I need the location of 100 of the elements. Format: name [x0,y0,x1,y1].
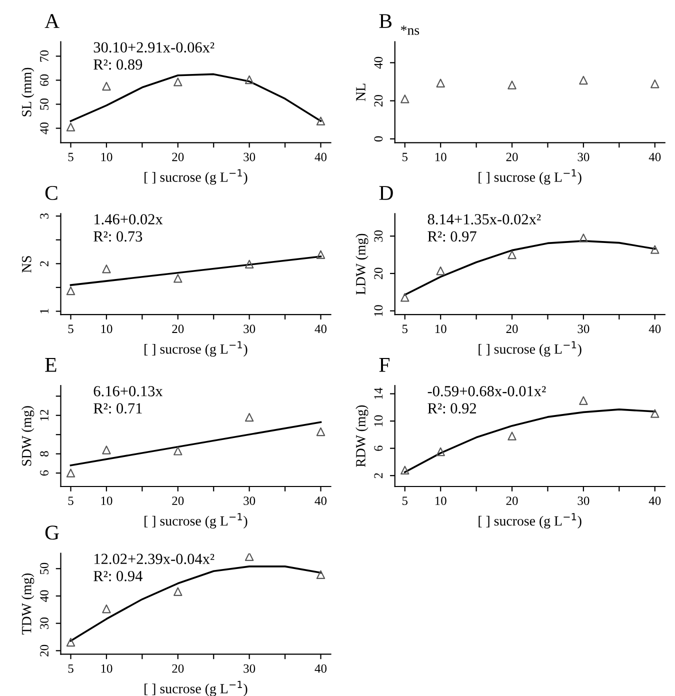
y-tick-label: 10 [374,415,383,426]
y-axis-title: NL [356,84,366,102]
y-tick-label: 12 [40,410,48,421]
point [66,638,76,647]
y-tick-label: 2 [40,261,48,266]
y-tick-label: 6 [40,470,48,476]
y-tick-label: 20 [374,95,383,106]
point [102,604,111,614]
point [244,412,254,422]
y-tick-label: 3 [40,213,48,219]
x-axis-title: [ ] sucrose (g L$^{−1}$) [478,513,582,529]
y-tick-label: 50 [40,562,48,574]
point [316,116,326,126]
x-tick-label: 10 [435,152,446,162]
x-tick-label: 20 [506,496,518,506]
y-tick-label: 30 [40,618,48,629]
annotation: R²: 0.97 [428,231,476,242]
y-tick-label: 20 [40,644,48,656]
x-tick-label: 5 [68,152,74,162]
point [174,446,182,456]
point [244,260,254,268]
point [66,286,76,296]
annotation: -0.59+0.68x-0.01x² [428,386,546,396]
point [102,446,111,454]
chart-title: G [45,526,59,540]
point [508,432,516,440]
annotation: R²: 0.92 [428,403,476,414]
chart-title: A [44,14,60,28]
point [650,409,660,418]
point [400,466,410,474]
annotation: R²: 0.94 [94,570,142,582]
y-axis-title: SDW (mg) [22,406,34,466]
x-tick-label: 20 [172,152,184,162]
y-tick-label: 8 [40,451,48,456]
x-axis-title: [ ] sucrose (g L$^{−1}$) [478,169,582,185]
x-tick-label: 10 [101,324,112,334]
x-tick-label: 30 [244,496,256,506]
x-tick-label: 30 [244,324,256,334]
x-tick-label: 30 [578,324,590,334]
x-tick-label: 30 [244,664,256,673]
y-tick-label: 40 [40,122,48,134]
y-tick-label: 40 [40,590,48,602]
y-tick-label: 40 [374,56,383,69]
x-tick-label: 5 [402,324,408,334]
annotation: R²: 0.89 [94,59,142,70]
x-tick-label: 5 [402,496,408,506]
annotation: 12.02+2.39x-0.04x² [94,554,214,564]
x-tick-label: 30 [578,496,590,506]
y-tick-label: 2 [374,473,382,478]
y-tick-label: 10 [374,305,383,316]
x-axis-title: [ ] sucrose (g L$^{−1}$) [144,169,248,185]
chart-title: B [379,14,392,28]
chart-title: D [379,186,393,200]
x-tick-label: 20 [506,152,518,162]
x-tick-label: 5 [68,324,74,334]
x-tick-label: 30 [244,152,256,162]
point [174,78,182,86]
point [579,234,588,242]
x-axis-title: [ ] sucrose (g L$^{−1}$) [144,680,248,696]
point [244,553,254,561]
annotation: R²: 0.73 [94,231,142,242]
y-tick-label: 6 [374,446,383,451]
y-axis-title: NS [22,256,32,273]
point [436,447,445,456]
x-tick-label: 30 [578,152,590,162]
x-tick-label: 40 [648,324,661,334]
y-tick-label: 0 [374,136,383,142]
x-tick-label: 5 [68,664,74,673]
point [400,94,410,104]
y-tick-label: 14 [374,388,382,399]
point [650,245,660,254]
x-tick-label: 40 [314,152,327,162]
y-tick-label: 1 [40,308,48,314]
y-tick-label: 60 [40,74,48,86]
point [102,264,111,274]
point [650,79,660,88]
annotation: 30.10+2.91x-0.06x² [94,42,214,53]
point [102,82,111,91]
point [579,76,588,85]
x-tick-label: 10 [101,664,112,673]
x-tick-label: 10 [101,152,112,162]
y-tick-label: 20 [374,268,383,280]
x-tick-label: 10 [435,324,446,334]
y-tick-label: 50 [40,98,48,110]
x-tick-label: 40 [648,152,661,162]
y-axis-title: TDW (mg) [22,573,34,634]
point [400,293,410,302]
point [174,274,182,283]
point [508,80,516,90]
x-tick-label: 20 [172,664,184,673]
y-tick-label: 30 [374,230,383,242]
point [316,570,326,580]
x-tick-label: 40 [648,496,661,506]
x-tick-label: 10 [101,496,112,506]
point [508,250,516,260]
annotation: R²: 0.71 [94,403,142,414]
x-tick-label: 40 [314,664,327,673]
point [244,75,254,84]
y-axis-title: RDW (mg) [356,405,368,467]
x-tick-label: 10 [435,496,446,506]
